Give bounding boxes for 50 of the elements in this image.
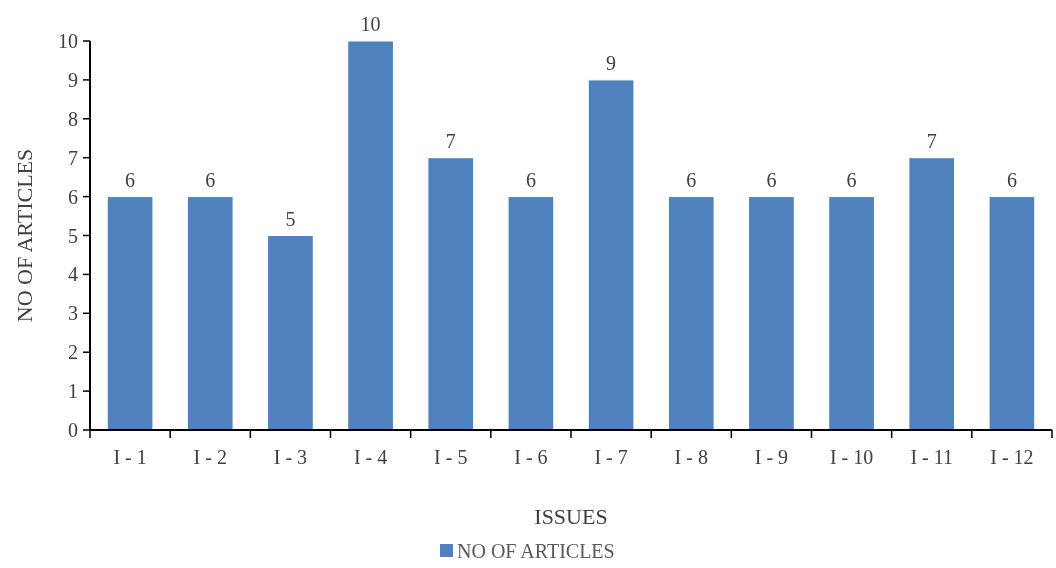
data-label: 10 xyxy=(360,13,381,35)
bar xyxy=(106,196,154,431)
y-tick-label: 1 xyxy=(68,380,78,403)
data-label: 6 xyxy=(205,168,216,191)
x-tick-label: I - 1 xyxy=(113,446,147,468)
legend-label: NO OF ARTICLES xyxy=(457,540,615,562)
x-tick-label: I - 4 xyxy=(353,446,388,468)
data-label: 6 xyxy=(1006,168,1017,191)
x-tick-label: I - 2 xyxy=(193,446,227,468)
y-tick-label: 8 xyxy=(68,107,78,130)
y-axis-title: NO OF ARTICLES xyxy=(12,148,37,323)
x-tick-label: I - 3 xyxy=(273,446,308,468)
data-label: 6 xyxy=(125,168,136,191)
bar xyxy=(828,196,875,431)
bar xyxy=(667,196,715,431)
y-tick-label: 5 xyxy=(68,224,78,247)
y-tick-label: 7 xyxy=(68,146,78,169)
bar xyxy=(908,157,956,431)
x-tick-label: I - 6 xyxy=(514,446,548,468)
data-label: 7 xyxy=(445,129,456,152)
x-tick-label: I - 11 xyxy=(910,446,954,468)
bar xyxy=(507,196,555,431)
y-tick-label: 2 xyxy=(68,341,78,364)
bar xyxy=(186,196,234,431)
y-tick-label: 0 xyxy=(68,419,78,441)
data-label: 5 xyxy=(285,207,296,230)
x-tick-label: I - 8 xyxy=(674,446,708,468)
x-tick-label: I - 7 xyxy=(594,446,628,468)
x-tick-label: I - 12 xyxy=(990,446,1034,468)
bar xyxy=(988,196,1036,431)
bar xyxy=(267,235,314,431)
data-label: 6 xyxy=(686,168,697,191)
data-label: 6 xyxy=(525,168,536,191)
data-label: 6 xyxy=(846,168,857,191)
y-tick-label: 4 xyxy=(68,263,78,286)
data-label: 9 xyxy=(606,51,617,74)
data-label: 7 xyxy=(926,129,937,152)
bar xyxy=(587,79,635,431)
bar xyxy=(427,157,475,431)
x-tick-label: I - 10 xyxy=(829,446,874,468)
data-label: 6 xyxy=(766,168,777,191)
y-tick-label: 9 xyxy=(68,68,78,91)
bar xyxy=(347,40,394,431)
bar xyxy=(748,196,795,431)
x-axis-title: ISSUES xyxy=(534,504,608,529)
y-tick-label: 10 xyxy=(58,30,78,52)
x-tick-label: I - 5 xyxy=(434,446,468,468)
x-tick-label: I - 9 xyxy=(754,446,789,468)
y-tick-label: 6 xyxy=(68,185,78,208)
y-tick-label: 3 xyxy=(68,302,78,325)
